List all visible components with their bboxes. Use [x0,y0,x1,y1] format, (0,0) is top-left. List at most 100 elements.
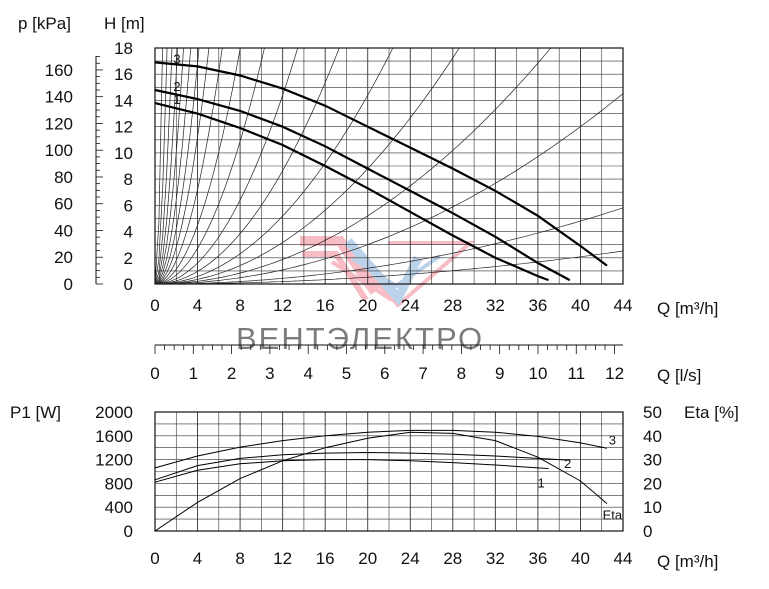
x-tick-label: 4 [193,296,202,315]
pressure-tick-label: 40 [54,221,73,240]
head-tick-label: 2 [124,249,133,268]
x-tick-label: 40 [571,549,590,568]
power-tick-label: 1600 [95,427,133,446]
head-axis-label: H [m] [104,14,145,33]
pressure-tick-label: 100 [45,141,73,160]
x-tick-label: 36 [528,296,547,315]
flow-lps-tick-label: 9 [495,364,504,383]
power-curve-label-1: 1 [537,476,544,491]
pressure-tick-label: 120 [45,114,73,133]
system-curve [155,93,623,284]
flow-lps-tick-label: 7 [418,364,427,383]
pressure-tick-label: 0 [64,275,73,294]
head-tick-label: 12 [114,118,133,137]
pressure-tick-label: 80 [54,168,73,187]
pump-curve-2 [154,88,571,282]
flow-lps-tick-label: 6 [380,364,389,383]
head-tick-label: 8 [124,170,133,189]
x-tick-label: 12 [273,296,292,315]
power-tick-label: 2000 [95,403,133,422]
x-tick-label: 20 [358,296,377,315]
flow-axis-label-bottom: Q [m³/h] [657,552,718,571]
pressure-tick-label: 160 [45,61,73,80]
power-tick-label: 0 [124,522,133,541]
pressure-axis-label: p [kPa] [18,14,71,33]
x-tick-label: 40 [571,296,590,315]
pump-curve-1 [154,102,549,282]
x-tick-label: 24 [401,549,420,568]
pump-curve-3 [154,61,608,267]
flow-lps-tick-label: 5 [342,364,351,383]
x-tick-label: 12 [273,549,292,568]
power-curve-3 [154,429,608,469]
efficiency-curve-label: Eta [603,508,623,523]
x-tick-label: 8 [235,296,244,315]
flow-lps-tick-label: 0 [150,364,159,383]
x-tick-label: 0 [150,549,159,568]
x-tick-label: 4 [193,549,202,568]
pump-curve-label-3: 3 [173,51,180,66]
power-curve-1 [154,459,549,483]
efficiency-tick-label: 40 [643,427,662,446]
efficiency-tick-label: 10 [643,498,662,517]
efficiency-axis-label: Eta [%] [684,403,739,422]
flow-lps-tick-label: 10 [529,364,548,383]
flow-lps-axis: 0 1 2 3 4 5 6 7 8 9 10 11 12 [150,344,624,383]
efficiency-tick-label: 50 [643,403,662,422]
flow-lps-tick-label: 8 [457,364,466,383]
head-tick-label: 6 [124,196,133,215]
x-tick-label: 44 [614,549,633,568]
power-tick-label: 1200 [95,451,133,470]
flow-lps-tick-label: 3 [265,364,274,383]
x-tick-label: 8 [235,549,244,568]
power-axis-label: P1 [W] [10,403,61,422]
x-tick-label: 28 [443,549,462,568]
system-curve [155,48,340,284]
head-panel-frame [154,47,624,285]
pump-curve-label-2: 2 [173,79,180,94]
efficiency-tick-label: 0 [643,522,652,541]
x-tick-label: 28 [443,296,462,315]
x-tick-label: 32 [486,549,505,568]
power-curve-label-2: 2 [564,456,571,471]
system-curve [155,48,265,284]
head-tick-label: 14 [114,91,133,110]
flow-lps-tick-label: 1 [189,364,198,383]
x-tick-label: 0 [150,296,159,315]
head-tick-label: 18 [114,39,133,58]
flow-axis-label-top: Q [m³/h] [657,299,718,318]
x-tick-label: 16 [316,296,335,315]
head-tick-label: 4 [124,223,133,242]
x-tick-label: 32 [486,296,505,315]
system-curve [155,48,552,284]
x-tick-label: 24 [401,296,420,315]
x-tick-label: 44 [614,296,633,315]
system-curve [155,48,299,284]
system-curve [155,48,394,284]
watermark-text: ВЕНТЭЛЕКТРО [236,321,484,356]
pump-curve-label-1: 1 [173,92,180,107]
watermark-logo [300,236,476,308]
system-curve [155,207,623,284]
efficiency-curve [154,431,608,532]
system-curve [155,48,460,284]
power-curve-label-3: 3 [609,432,616,447]
power-tick-label: 800 [105,474,133,493]
head-tick-label: 16 [114,65,133,84]
system-curve [155,250,623,284]
flow-lps-tick-label: 2 [227,364,236,383]
pressure-tick-label: 20 [54,248,73,267]
flow-lps-tick-label: 11 [567,364,585,383]
flow-lps-axis-label: Q [l/s] [657,366,701,385]
efficiency-tick-label: 20 [643,474,662,493]
pressure-tick-label: 60 [54,195,73,214]
system-curves [155,48,623,284]
pressure-tick-label: 140 [45,88,73,107]
flow-lps-tick-label: 4 [303,364,312,383]
x-tick-label: 20 [358,549,377,568]
x-tick-label: 36 [528,549,547,568]
x-tick-label: 16 [316,549,335,568]
